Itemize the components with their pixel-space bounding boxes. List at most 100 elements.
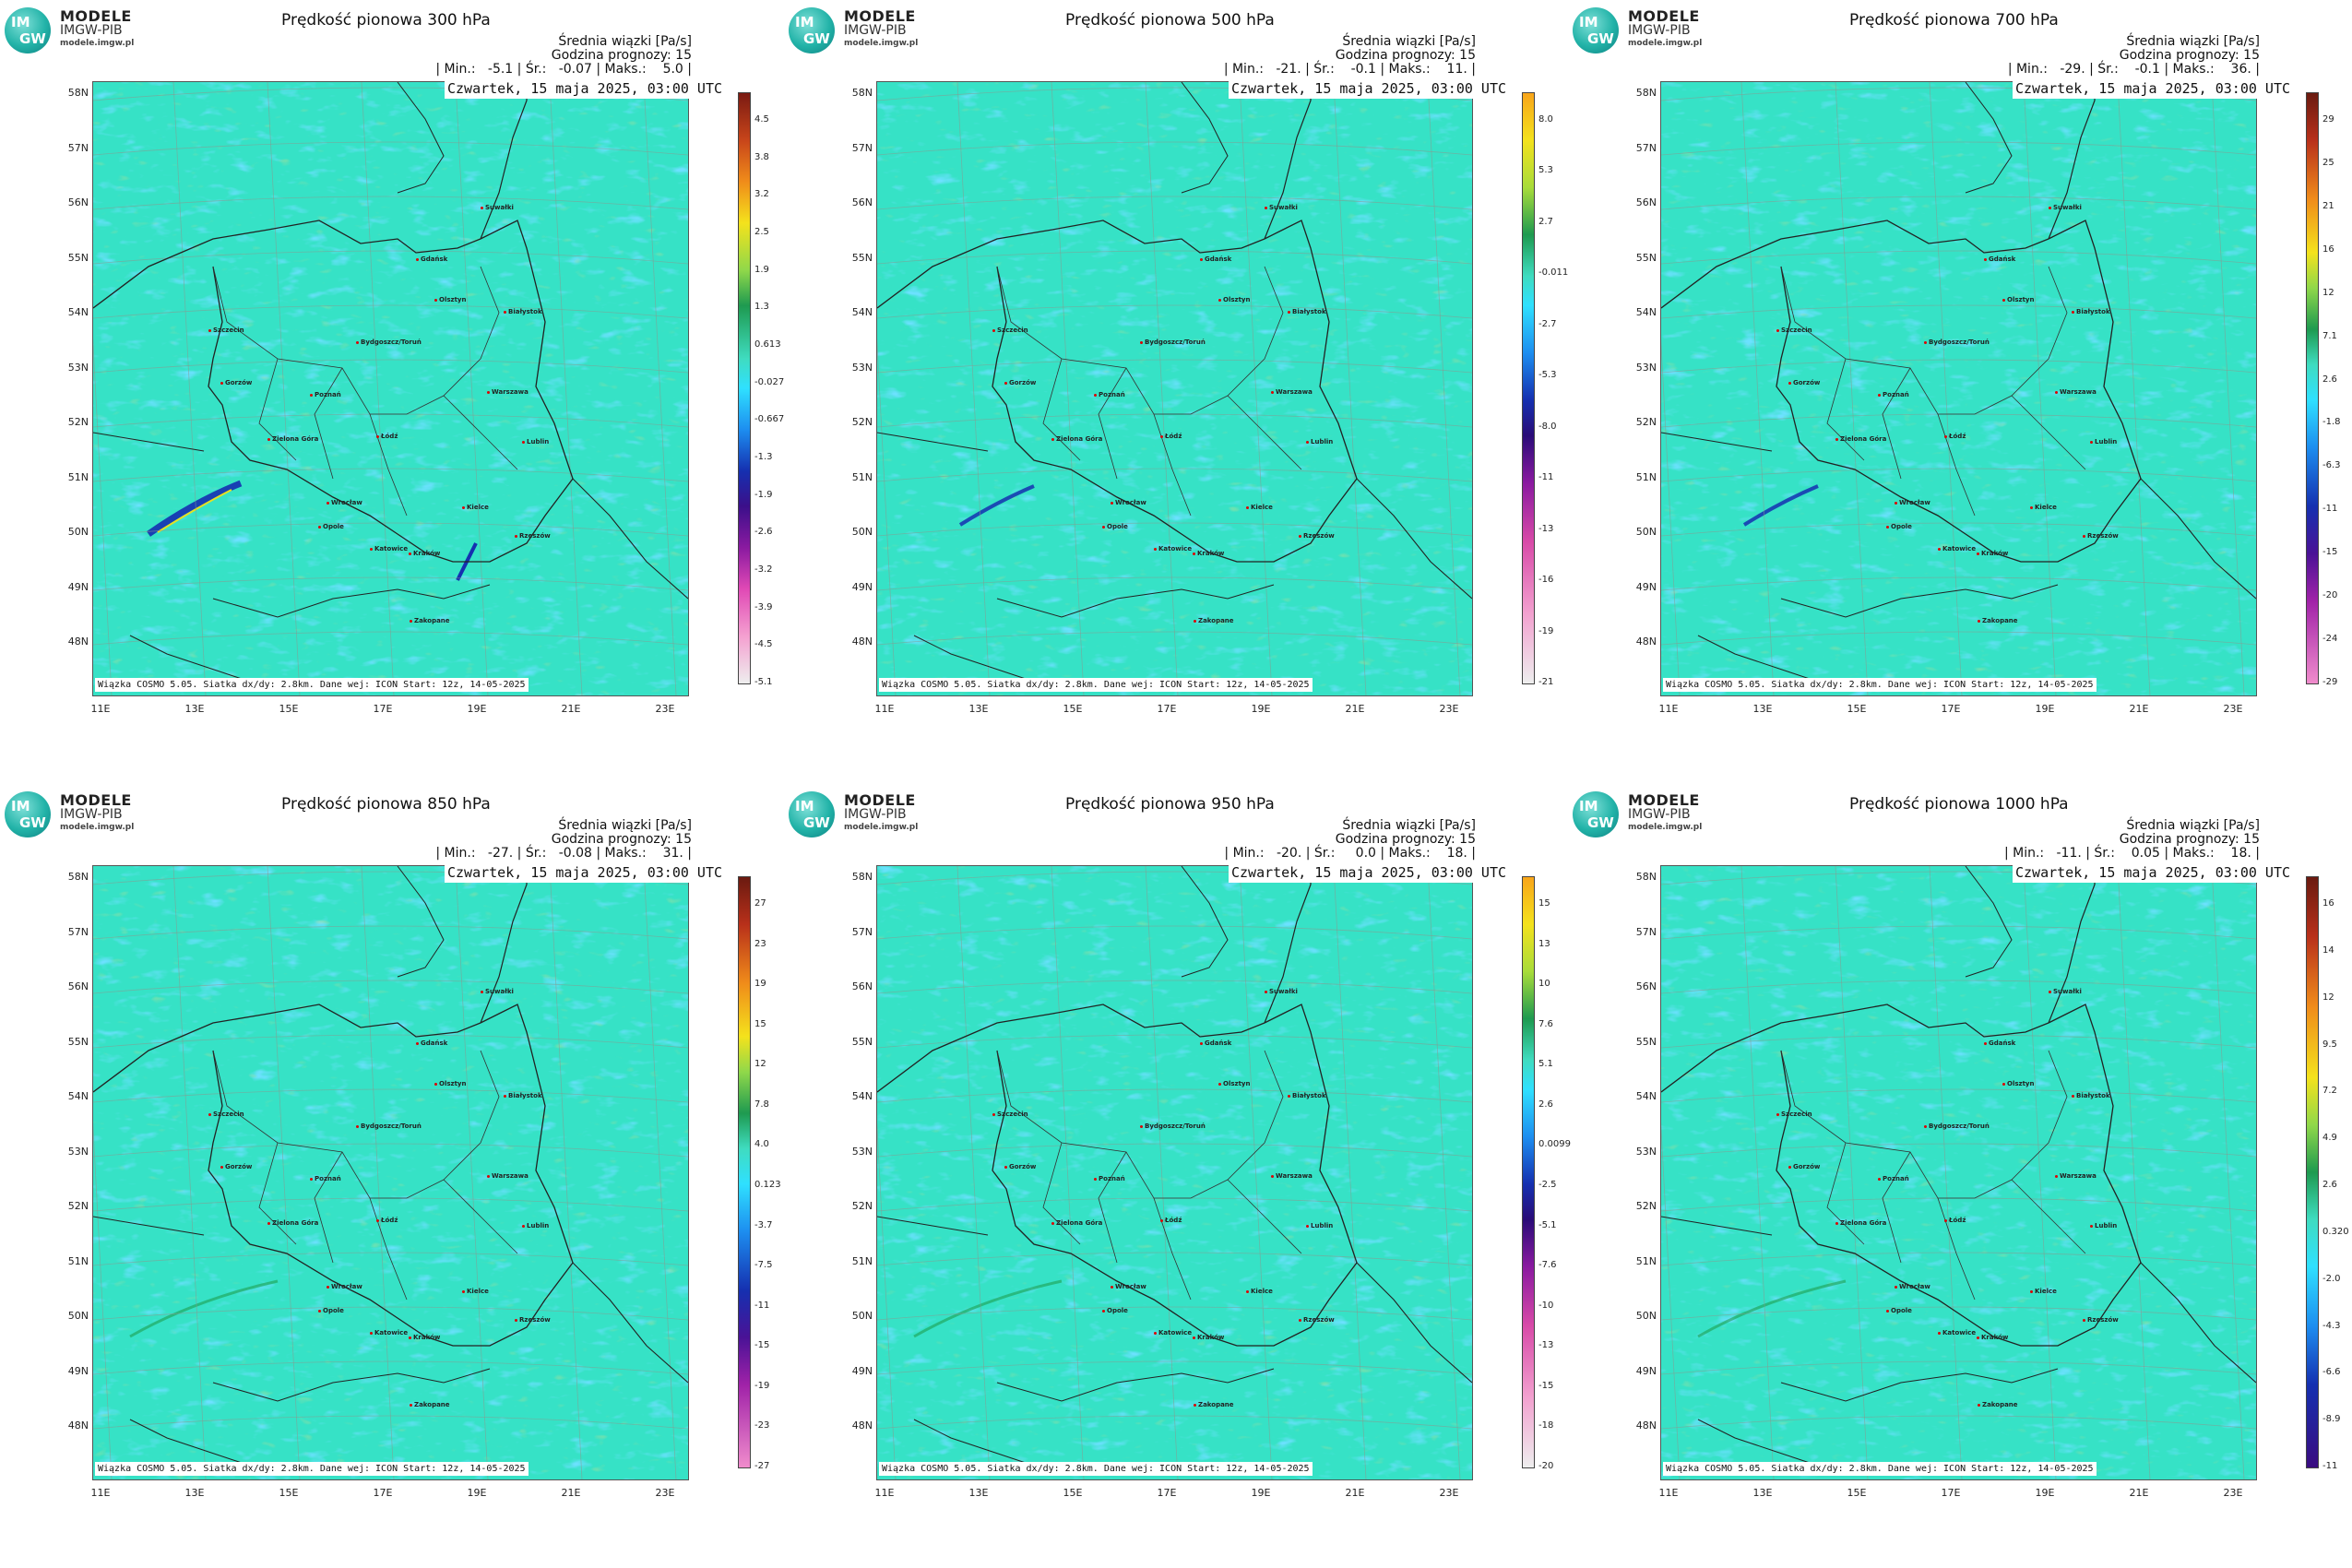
lon-label: 19E [2035, 703, 2055, 715]
lon-label: 21E [1345, 1487, 1365, 1499]
lat-label: 57N [67, 925, 89, 938]
city-label: Bydgoszcz/Toruń [1924, 339, 1990, 346]
forecast-map[interactable]: Gdańsk Suwałki Olsztyn Białystok Szczecin Byd… [1660, 81, 2257, 696]
city-label: Gorzów [1788, 1163, 1821, 1170]
colorbar-tick: 29 [2322, 114, 2334, 125]
colorbar-tick: -8.0 [1538, 421, 1557, 432]
panel-title: Prędkość pionowa 850 hPa [281, 795, 491, 814]
colorbar-tick: 7.8 [754, 1099, 769, 1110]
forecast-panel: IM GW MODELE IMGW-PIB modele.imgw.pl Prę… [1568, 784, 2352, 1568]
city-label: Kielce [462, 1288, 489, 1295]
lon-label: 11E [90, 1487, 111, 1499]
colorbar-tick: -1.9 [754, 489, 773, 500]
colorbar-tick: 3.2 [754, 189, 769, 200]
model-info-footer: Wiązka COSMO 5.05. Siatka dx/dy: 2.8km. … [1663, 1462, 2097, 1476]
forecast-map[interactable]: Gdańsk Suwałki Olsztyn Białystok Szczecin Byd… [1660, 865, 2257, 1480]
lat-label: 55N [1635, 1035, 1657, 1048]
city-label: Warszawa [487, 388, 529, 396]
city-label: Poznań [1094, 1175, 1125, 1182]
forecast-map[interactable]: Gdańsk Suwałki Olsztyn Białystok Szczecin Byd… [876, 81, 1473, 696]
lat-label: 58N [1635, 87, 1657, 99]
city-label: Bydgoszcz/Toruń [1140, 339, 1206, 346]
lat-label: 56N [67, 980, 89, 992]
colorbar-tick: -23 [754, 1420, 770, 1431]
lon-label: 11E [874, 703, 895, 715]
lat-label: 53N [67, 1145, 89, 1158]
city-label: Rzeszów [1299, 532, 1335, 540]
lon-label: 11E [1658, 1487, 1679, 1499]
city-label: Wrocław [327, 1283, 362, 1290]
lat-label: 48N [1635, 1420, 1657, 1431]
colorbar-tick: 19 [754, 979, 766, 990]
logo-mark-bottom: GW [19, 814, 46, 831]
lon-label: 23E [2223, 1487, 2243, 1499]
colorbar-tick: 0.613 [754, 339, 781, 350]
imgw-logo[interactable]: IM GW MODELE IMGW-PIB modele.imgw.pl [1573, 791, 1757, 837]
city-label: Zakopane [1194, 617, 1234, 624]
logo-mark-top: IM [11, 798, 30, 814]
colorbar-tick: -24 [2322, 634, 2338, 645]
colorbar-tick: 16 [2322, 898, 2334, 909]
city-label: Białystok [2072, 1092, 2110, 1099]
logo-subtitle: IMGW-PIB [60, 807, 123, 822]
colorbar [2306, 876, 2319, 1468]
lon-label: 17E [1157, 703, 1177, 715]
panel-title: Prędkość pionowa 500 hPa [1065, 11, 1275, 30]
lat-label: 50N [1635, 526, 1657, 538]
imgw-logo[interactable]: IM GW MODELE IMGW-PIB modele.imgw.pl [5, 791, 189, 837]
city-label: Opole [318, 1307, 344, 1314]
imgw-logo[interactable]: IM GW MODELE IMGW-PIB modele.imgw.pl [789, 791, 973, 837]
forecast-hour: Godzina prognozy: 15 [551, 832, 692, 847]
city-label: Zielona Góra [1835, 435, 1887, 443]
imgw-logo[interactable]: IM GW MODELE IMGW-PIB modele.imgw.pl [5, 7, 189, 53]
lat-label: 55N [67, 251, 89, 264]
city-label: Suwałki [481, 204, 514, 211]
colorbar [738, 92, 751, 684]
model-info-footer: Wiązka COSMO 5.05. Siatka dx/dy: 2.8km. … [879, 678, 1313, 692]
lon-label: 19E [467, 703, 487, 715]
colorbar-tick: 5.1 [1538, 1059, 1553, 1070]
lon-label: 23E [1439, 1487, 1459, 1499]
forecast-hour: Godzina prognozy: 15 [1335, 832, 1476, 847]
colorbar-tick: -29 [2322, 677, 2338, 687]
city-label: Rzeszów [2083, 1316, 2119, 1324]
lat-label: 51N [1635, 470, 1657, 483]
lat-label: 58N [851, 871, 873, 883]
forecast-map[interactable]: Gdańsk Suwałki Olsztyn Białystok Szczecin Byd… [876, 865, 1473, 1480]
city-label: Szczecin [992, 1111, 1028, 1118]
valid-date: Czwartek, 15 maja 2025, 03:00 UTC [1229, 862, 1510, 883]
colorbar-tick: -3.7 [754, 1219, 773, 1230]
city-label: Warszawa [1271, 388, 1313, 396]
lat-label: 55N [67, 1035, 89, 1048]
lat-label: 52N [1635, 416, 1657, 428]
colorbar-tick: -6.3 [2322, 460, 2341, 471]
city-label: Szczecin [992, 327, 1028, 334]
colorbar-tick: -4.5 [754, 639, 773, 650]
forecast-map[interactable]: Gdańsk Suwałki Olsztyn Białystok Szczecin Byd… [92, 865, 689, 1480]
colorbar-tick: 2.6 [2322, 374, 2337, 385]
colorbar-tick: 27 [754, 898, 766, 909]
city-label: Gorzów [1788, 379, 1821, 386]
forecast-map[interactable]: Gdańsk Suwałki Olsztyn Białystok Szczecin Byd… [92, 81, 689, 696]
city-label: Opole [318, 523, 344, 530]
stat-values: | Min.: -5.1 | Śr.: -0.07 | Maks.: 5.0 | [435, 62, 692, 77]
lat-label: 49N [851, 1364, 873, 1377]
lon-label: 15E [279, 1487, 299, 1499]
logo-title: MODELE [1628, 791, 1700, 809]
city-label: Gorzów [220, 379, 253, 386]
colorbar-tick: -7.5 [754, 1260, 773, 1271]
colorbar-tick: -1.8 [2322, 417, 2341, 428]
imgw-logo[interactable]: IM GW MODELE IMGW-PIB modele.imgw.pl [789, 7, 973, 53]
colorbar-tick: -5.3 [1538, 370, 1557, 381]
imgw-logo[interactable]: IM GW MODELE IMGW-PIB modele.imgw.pl [1573, 7, 1757, 53]
stat-caption: Średnia wiązki [Pa/s] [1342, 34, 1476, 49]
stat-caption: Średnia wiązki [Pa/s] [2126, 34, 2260, 49]
city-label: Rzeszów [1299, 1316, 1335, 1324]
logo-mark-top: IM [795, 14, 814, 30]
lon-label: 13E [1752, 1487, 1773, 1499]
colorbar [1522, 876, 1535, 1468]
city-label: Bydgoszcz/Toruń [1924, 1123, 1990, 1130]
lat-label: 49N [67, 1364, 89, 1377]
colorbar-tick: -5.1 [754, 677, 773, 687]
colorbar-tick: 16 [2322, 244, 2334, 255]
